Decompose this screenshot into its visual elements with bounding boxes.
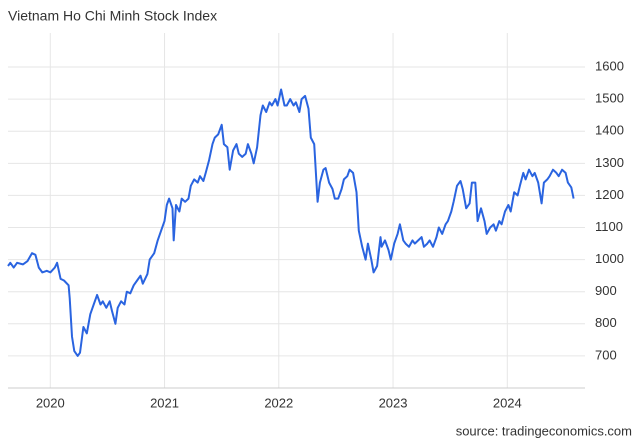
y-tick-label: 800 bbox=[595, 315, 617, 330]
x-tick-label: 2024 bbox=[493, 395, 522, 410]
y-tick-label: 1200 bbox=[595, 187, 624, 202]
y-tick-label: 900 bbox=[595, 283, 617, 298]
y-tick-label: 1300 bbox=[595, 155, 624, 170]
x-tick-label: 2020 bbox=[36, 395, 65, 410]
y-tick-label: 1600 bbox=[595, 58, 624, 73]
y-tick-label: 1100 bbox=[595, 219, 623, 234]
x-tick-label: 2021 bbox=[150, 395, 179, 410]
y-tick-label: 1400 bbox=[595, 123, 624, 138]
y-tick-label: 1000 bbox=[595, 251, 624, 266]
x-tick-label: 2023 bbox=[379, 395, 408, 410]
x-tick-label: 2022 bbox=[264, 395, 293, 410]
source-note: source: tradingeconomics.com bbox=[456, 423, 632, 438]
chart-title: Vietnam Ho Chi Minh Stock Index bbox=[8, 8, 217, 24]
y-tick-label: 1500 bbox=[595, 91, 624, 106]
series-line bbox=[7, 88, 575, 357]
y-tick-label: 700 bbox=[595, 347, 617, 362]
